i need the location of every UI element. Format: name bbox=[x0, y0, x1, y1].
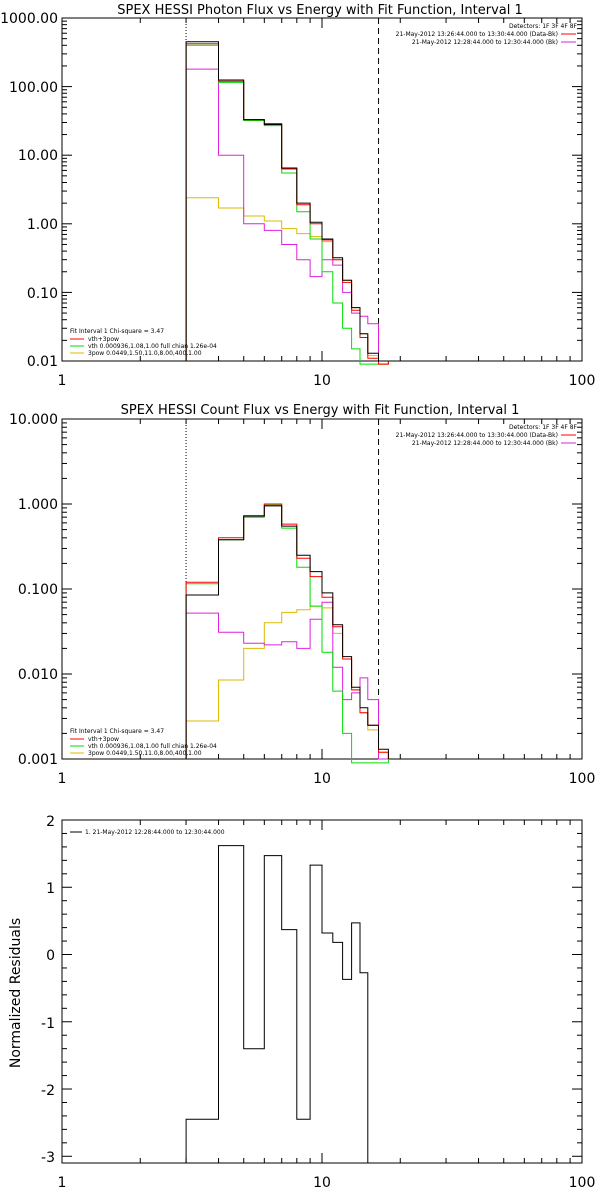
photon-flux-panel: SPEX HESSI Photon Flux vs Energy with Fi… bbox=[0, 3, 595, 389]
count-series bbox=[185, 503, 389, 764]
photon-legend-thermal-label: vth 0.000936,1.08,1.00 full chian 1.26e-… bbox=[88, 343, 217, 350]
count-energy-limit-lines bbox=[185, 419, 380, 759]
photon-y-tick-10.00: 10.00 bbox=[18, 148, 58, 164]
count-y-tick-0.001: 0.001 bbox=[18, 752, 58, 768]
count-power_law-series bbox=[185, 605, 389, 759]
photon-panel-title: SPEX HESSI Photon Flux vs Energy with Fi… bbox=[117, 3, 523, 18]
residuals-y-tick-1: 1 bbox=[46, 881, 55, 897]
photon-x-tick-100: 100 bbox=[569, 373, 596, 389]
count-legend-thermal-label: vth 0.000936,1.08,1.00 full chian 1.26e-… bbox=[88, 743, 217, 750]
count-thermal-series bbox=[185, 504, 389, 764]
count-axis-ticks bbox=[61, 419, 582, 760]
residuals-y-tick-0: 0 bbox=[46, 948, 55, 964]
photon-x-tick-1: 1 bbox=[58, 373, 67, 389]
residuals-y-axis-label: Normalized Residuals bbox=[8, 918, 24, 1068]
photon-legend-total-label: vth+3pow bbox=[88, 336, 119, 343]
residuals-y-tick-neg2: -2 bbox=[41, 1083, 55, 1099]
residuals-series bbox=[185, 845, 389, 1164]
residuals-y-tick-neg1: -1 bbox=[41, 1016, 55, 1032]
count-x-tick-10: 10 bbox=[313, 771, 331, 787]
count-x-tick-100: 100 bbox=[569, 771, 596, 787]
count-background-series bbox=[185, 601, 389, 760]
count-fit-info: Fit Interval 1 Chi-square = 3.47 bbox=[70, 728, 164, 735]
residuals-y-tick-neg3: -3 bbox=[41, 1150, 55, 1166]
residuals-legend-label: 1. 21-May-2012 12:28:44.000 to 12:30:44.… bbox=[85, 829, 225, 836]
photon-data-interval-label: 21-May-2012 13:26:44.000 to 13:30:44.000… bbox=[396, 31, 558, 38]
count-y-tick-0.010: 0.010 bbox=[18, 667, 58, 683]
photon-legend-powerlaw-label: 3pow 0.0449,1.50,11.0,8.00,400,1.00 bbox=[88, 350, 202, 357]
photon-axis-ticks bbox=[61, 18, 582, 362]
count-y-tick-10.000: 10.000 bbox=[9, 412, 58, 428]
residuals-residual-series bbox=[185, 845, 389, 1164]
count-legend-powerlaw-label: 3pow 0.0449,1.50,11.0,8.00,400,1.00 bbox=[88, 750, 202, 757]
count-panel-title: SPEX HESSI Count Flux vs Energy with Fit… bbox=[121, 403, 520, 418]
residuals-y-tick-2: 2 bbox=[46, 814, 55, 830]
photon-total-series bbox=[185, 43, 389, 365]
photon-bk-interval-label: 21-May-2012 12:28:44.000 to 12:30:44.000… bbox=[412, 39, 558, 46]
photon-y-tick-1.00: 1.00 bbox=[27, 217, 58, 233]
residuals-x-tick-100: 100 bbox=[569, 1175, 596, 1191]
count-legend-total-label: vth+3pow bbox=[88, 736, 119, 743]
count-bk-interval-label: 21-May-2012 12:28:44.000 to 12:30:44.000… bbox=[412, 440, 558, 447]
photon-background-series bbox=[185, 68, 389, 362]
photon-series bbox=[185, 41, 389, 365]
photon-plot-frame bbox=[61, 17, 583, 362]
residuals-x-tick-1: 1 bbox=[58, 1175, 67, 1191]
residuals-x-tick-10: 10 bbox=[313, 1175, 331, 1191]
count-detectors-label: Detectors: 1F 3F 4F 8F bbox=[509, 424, 578, 431]
photon-data-series bbox=[185, 41, 389, 362]
photon-fit-info: Fit Interval 1 Chi-square = 3.47 bbox=[70, 328, 164, 335]
count-y-tick-1.000: 1.000 bbox=[18, 497, 58, 513]
count-flux-panel: SPEX HESSI Count Flux vs Energy with Fit… bbox=[9, 403, 595, 787]
residuals-axis-ticks bbox=[61, 819, 582, 1163]
photon-y-tick-0.01: 0.01 bbox=[27, 354, 58, 370]
photon-detectors-label: Detectors: 1F 3F 4F 8F bbox=[509, 23, 578, 30]
count-x-tick-1: 1 bbox=[58, 771, 67, 787]
residuals-panel: 1 10 100 -3 -2 -1 0 1 2 Normalized Resid… bbox=[8, 814, 595, 1191]
photon-x-tick-10: 10 bbox=[313, 373, 331, 389]
count-data-series bbox=[185, 505, 389, 759]
count-y-tick-0.100: 0.100 bbox=[18, 582, 58, 598]
photon-thermal-series bbox=[185, 44, 389, 365]
photon-y-tick-0.10: 0.10 bbox=[27, 286, 58, 302]
photon-y-tick-100.00: 100.00 bbox=[9, 80, 58, 96]
photon-y-tick-1000.00: 1000.00 bbox=[0, 11, 58, 27]
photon-power_law-series bbox=[185, 197, 389, 365]
count-data-interval-label: 21-May-2012 13:26:44.000 to 13:30:44.000… bbox=[396, 432, 558, 439]
